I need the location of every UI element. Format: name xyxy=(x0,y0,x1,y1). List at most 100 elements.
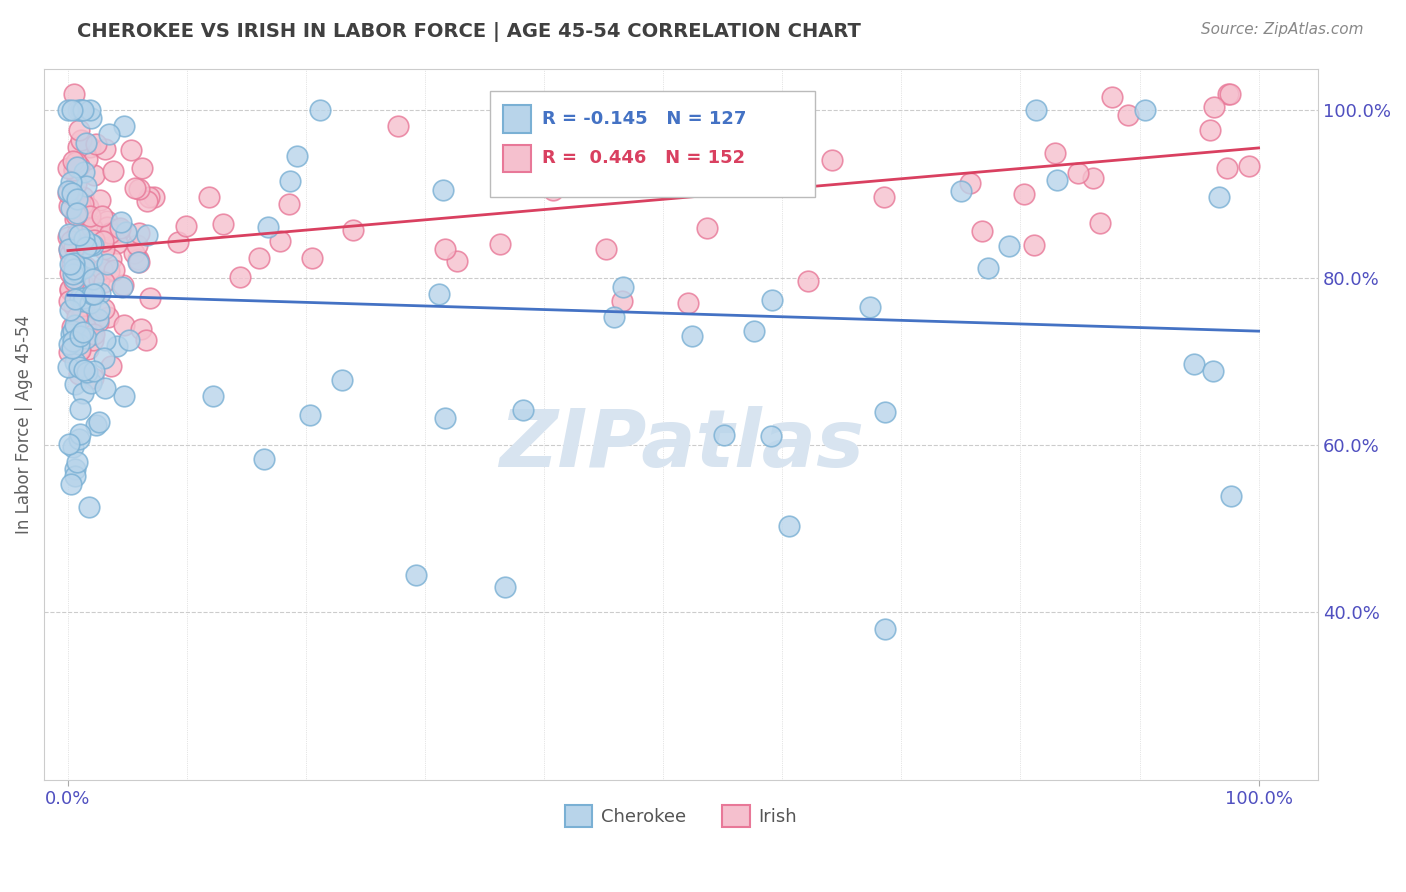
Point xyxy=(73,231,96,245)
Legend: Cherokee, Irish: Cherokee, Irish xyxy=(558,798,804,835)
Point xyxy=(59,266,82,280)
Point xyxy=(69,291,91,305)
Point xyxy=(582,173,605,187)
Point xyxy=(1204,100,1226,114)
Point xyxy=(201,388,224,402)
Point xyxy=(62,261,84,276)
Point xyxy=(977,261,1000,276)
Point xyxy=(63,256,86,270)
FancyBboxPatch shape xyxy=(491,91,815,196)
Point xyxy=(69,260,91,275)
Point xyxy=(950,184,973,198)
Point xyxy=(94,142,117,156)
Point xyxy=(73,319,96,334)
Point xyxy=(58,242,80,256)
Point xyxy=(387,119,409,133)
Point xyxy=(875,622,897,636)
Point xyxy=(58,337,80,351)
Point xyxy=(100,359,122,373)
Point xyxy=(489,237,512,252)
Point xyxy=(1219,87,1241,101)
Point xyxy=(257,219,280,234)
Point xyxy=(76,200,98,214)
Point xyxy=(84,235,107,249)
Point xyxy=(1046,173,1069,187)
Point xyxy=(269,234,291,248)
Point xyxy=(1201,364,1223,378)
Point xyxy=(58,345,80,359)
Point xyxy=(63,469,86,483)
Point xyxy=(761,428,783,442)
Point xyxy=(229,270,252,285)
Text: CHEROKEE VS IRISH IN LABOR FORCE | AGE 45-54 CORRELATION CHART: CHEROKEE VS IRISH IN LABOR FORCE | AGE 4… xyxy=(77,22,862,42)
Point xyxy=(118,333,141,347)
Point xyxy=(112,278,135,293)
Point xyxy=(63,270,86,285)
Point xyxy=(75,260,97,275)
Point xyxy=(65,318,87,332)
Point xyxy=(427,287,450,301)
Point xyxy=(63,376,86,391)
Point xyxy=(72,261,94,276)
Point xyxy=(73,236,96,251)
Point xyxy=(821,153,844,167)
Point xyxy=(127,238,149,252)
Point xyxy=(66,455,89,469)
Point xyxy=(212,218,235,232)
Point xyxy=(131,161,153,175)
Point xyxy=(72,103,94,118)
Point xyxy=(62,334,84,349)
Point xyxy=(82,271,104,285)
Point xyxy=(676,296,699,310)
Point xyxy=(108,223,131,237)
Point xyxy=(75,178,97,193)
Point xyxy=(66,227,89,242)
Point xyxy=(89,415,111,429)
Point xyxy=(105,225,128,239)
Point xyxy=(278,174,301,188)
Point xyxy=(62,267,84,281)
Point xyxy=(135,334,157,348)
Point xyxy=(56,103,79,118)
Point xyxy=(98,227,121,241)
Point xyxy=(112,119,135,133)
Point xyxy=(105,235,128,250)
Point xyxy=(111,280,134,294)
Point xyxy=(98,128,121,142)
Point xyxy=(59,303,82,318)
Point xyxy=(610,293,633,308)
Point xyxy=(278,196,301,211)
Point xyxy=(128,227,150,241)
Point xyxy=(298,408,321,422)
Point xyxy=(80,252,103,266)
Point xyxy=(60,234,83,248)
Point xyxy=(1024,238,1046,252)
Point xyxy=(69,427,91,442)
Point xyxy=(72,325,94,339)
Point xyxy=(100,252,122,266)
Point xyxy=(970,224,993,238)
Point xyxy=(742,324,765,338)
Point xyxy=(536,143,558,157)
Point xyxy=(93,276,115,290)
Point xyxy=(73,165,96,179)
Point xyxy=(59,326,82,341)
Point xyxy=(872,189,894,203)
Point xyxy=(70,309,93,323)
Point xyxy=(512,403,534,417)
Point xyxy=(332,373,354,387)
Point xyxy=(94,381,117,395)
Point xyxy=(167,235,190,249)
Point xyxy=(83,233,105,247)
Point xyxy=(93,351,115,365)
Point xyxy=(1215,161,1237,175)
Point xyxy=(62,300,84,314)
Point xyxy=(60,476,83,491)
Point xyxy=(58,243,80,257)
Point xyxy=(114,226,136,240)
Point xyxy=(75,240,97,254)
Point xyxy=(79,103,101,118)
Point xyxy=(1090,216,1112,230)
Point xyxy=(87,273,110,287)
Point xyxy=(1182,357,1205,371)
